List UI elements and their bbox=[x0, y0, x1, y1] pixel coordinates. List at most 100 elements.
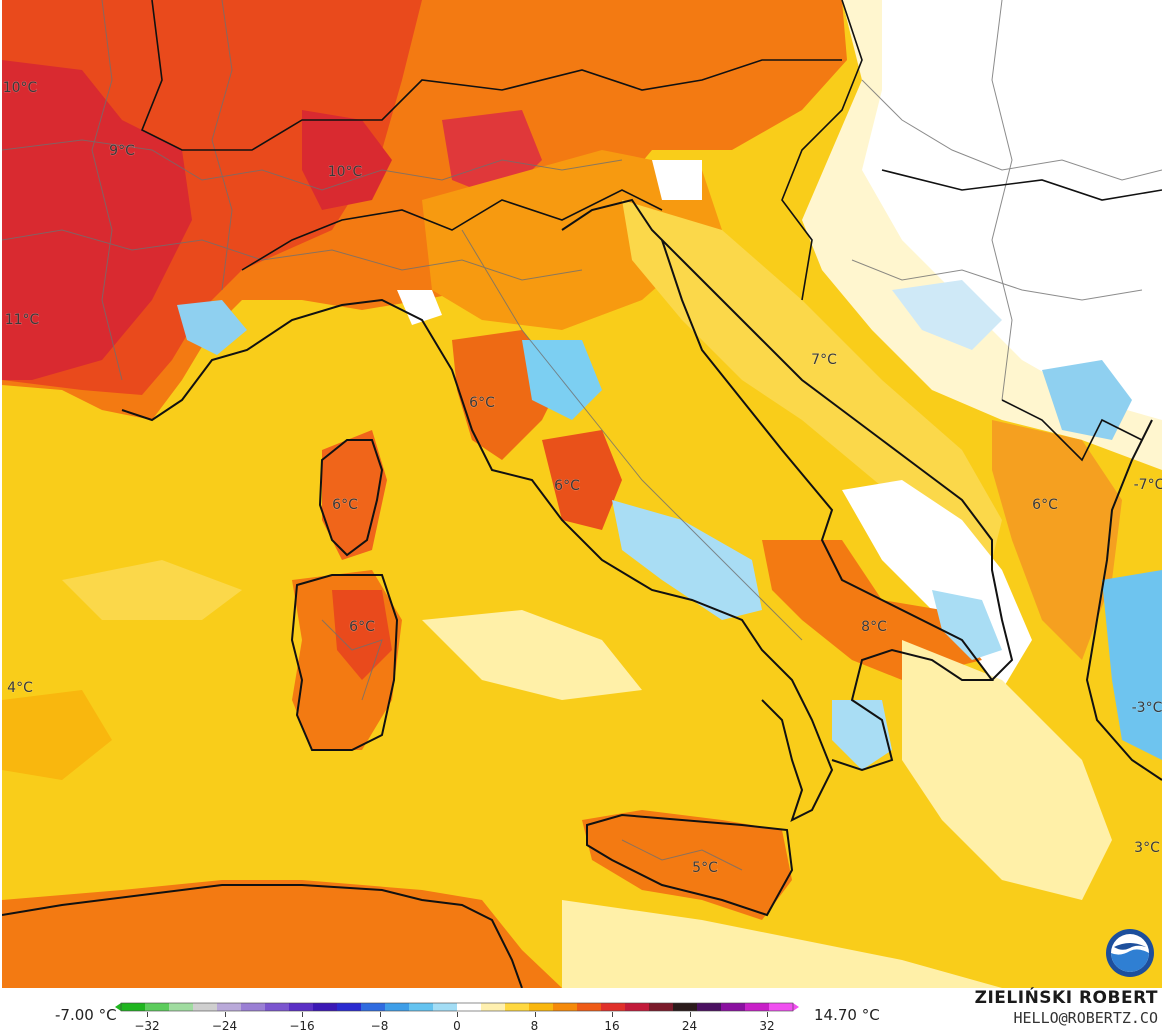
colorbar-tick-mark bbox=[224, 1012, 226, 1017]
border-alps bbox=[241, 189, 663, 271]
colorbar-swatch bbox=[769, 1003, 794, 1011]
border-line-8 bbox=[991, 0, 1013, 401]
colorbar-tick-label: 0 bbox=[453, 1019, 461, 1033]
temperature-label: 9°C bbox=[109, 143, 135, 159]
colorbar-swatch bbox=[289, 1003, 314, 1011]
temperature-label: 11°C bbox=[5, 312, 40, 328]
colorbar-swatch bbox=[385, 1003, 410, 1011]
colorbar-tick-label: −32 bbox=[134, 1019, 160, 1033]
colorbar-swatch bbox=[553, 1003, 578, 1011]
border-line-9 bbox=[321, 619, 383, 701]
colorbar-tick-label: 8 bbox=[530, 1019, 539, 1033]
sardinia-hot bbox=[332, 590, 392, 680]
temperature-label: -7°C bbox=[1134, 477, 1162, 493]
warm-zone-lazio bbox=[542, 430, 622, 530]
colorbar-swatch bbox=[601, 1003, 626, 1011]
colorbar-tick-label: 16 bbox=[604, 1019, 620, 1033]
adriatic-band bbox=[622, 200, 1002, 560]
colorbar-swatch bbox=[121, 1003, 146, 1011]
author-name: ZIELIŃSKI ROBERT bbox=[974, 988, 1158, 1008]
author-email[interactable]: HELLO@ROBERTZ.CO bbox=[1013, 1009, 1159, 1027]
border-line-7 bbox=[851, 259, 1143, 301]
temperature-label: 8°C bbox=[861, 619, 887, 635]
colorbar-swatch bbox=[145, 1003, 170, 1011]
noaa-logo bbox=[1106, 929, 1154, 977]
border-balkans bbox=[1001, 399, 1143, 462]
colorbar-tick-mark bbox=[689, 1012, 691, 1017]
colorbar-tick-label: −24 bbox=[211, 1019, 238, 1033]
border-line-3 bbox=[91, 0, 123, 381]
colorbar-swatch bbox=[529, 1003, 554, 1011]
border-austria bbox=[781, 0, 863, 301]
region-borders bbox=[2, 0, 1162, 871]
cold-patch-slovenia bbox=[652, 160, 702, 200]
temperature-map: 10°C 9°C 10°C 11°C 6°C 7°C 6°C 6°C 6°C -7°C 6°C 8°C… bbox=[2, 0, 1162, 989]
colorbar-tick-label: 32 bbox=[759, 1019, 775, 1033]
colorbar-swatch bbox=[169, 1003, 194, 1011]
colorbar-swatch bbox=[241, 1003, 266, 1011]
colorbar-tick-label: −16 bbox=[289, 1019, 315, 1033]
colorbar-tick-mark bbox=[379, 1012, 381, 1017]
colorbar-tick-mark bbox=[534, 1012, 536, 1017]
temperature-label: 3°C bbox=[1134, 840, 1160, 856]
colorbar-min-extend bbox=[115, 1003, 121, 1011]
temperature-label: 6°C bbox=[332, 497, 358, 513]
border-line-2 bbox=[2, 229, 583, 281]
colorbar-tick-mark bbox=[767, 1012, 768, 1017]
north-africa-warm bbox=[2, 880, 562, 988]
temperature-label: 6°C bbox=[1032, 497, 1058, 513]
temperature-label: 6°C bbox=[554, 478, 580, 494]
colorbar-swatch bbox=[337, 1003, 362, 1011]
colorbar-tick-mark bbox=[147, 1012, 148, 1017]
warm-zone-po-valley bbox=[422, 150, 722, 330]
colorbar-swatch bbox=[361, 1003, 386, 1011]
south-sea-pale bbox=[562, 900, 1002, 988]
colorbar-swatch bbox=[193, 1003, 218, 1011]
colorbar-swatch bbox=[217, 1003, 242, 1011]
cold-patch-hungary bbox=[892, 280, 1002, 350]
temperature-label: 6°C bbox=[469, 395, 495, 411]
colorbar-border bbox=[120, 1002, 794, 1012]
coast-sicily bbox=[586, 813, 794, 917]
coast-greece bbox=[1085, 419, 1162, 781]
colorbar-swatch bbox=[697, 1003, 722, 1011]
map-canvas: 10°C 9°C 10°C 11°C 6°C 7°C 6°C 6°C 6°C -7°C 6°C 8°C… bbox=[2, 0, 1162, 988]
colorbar-swatch bbox=[625, 1003, 650, 1011]
border-line-4 bbox=[211, 0, 233, 291]
noaa-logo-wave bbox=[1111, 949, 1149, 972]
warm-zone-albania bbox=[992, 420, 1122, 660]
colorbar-swatch bbox=[409, 1003, 434, 1011]
legend-min-label: -7.00 °C bbox=[55, 1006, 117, 1024]
colorbar-tick-label: 24 bbox=[681, 1019, 698, 1033]
noaa-logo-bird bbox=[1114, 943, 1146, 950]
legend-max-label: 14.70 °C bbox=[814, 1006, 880, 1024]
coast-corsica bbox=[318, 439, 384, 557]
ionian-pale bbox=[902, 640, 1112, 900]
colorbar bbox=[115, 1002, 799, 1012]
color-legend: -7.00 °C −32 −24 −16 −8 0 8 16 24 32 14.70 °C ZI… bbox=[0, 988, 1162, 1035]
colorbar-tick-label: −8 bbox=[370, 1019, 389, 1033]
colorbar-swatch bbox=[721, 1003, 746, 1011]
coast-italy-east bbox=[661, 239, 994, 772]
temperature-label: 10°C bbox=[328, 164, 363, 180]
colorbar-swatch bbox=[433, 1003, 458, 1011]
border-hungary bbox=[881, 169, 1162, 201]
hottest-zone-alps bbox=[302, 110, 392, 210]
colorbar-swatch bbox=[577, 1003, 602, 1011]
colorbar-swatch bbox=[457, 1003, 482, 1011]
cold-patch-serbia bbox=[1042, 360, 1132, 440]
border-line-5 bbox=[461, 229, 803, 641]
cold-patch-greece bbox=[1102, 570, 1162, 760]
colorbar-swatch bbox=[313, 1003, 338, 1011]
tyrrhenian-pale bbox=[422, 610, 642, 700]
border-line-1 bbox=[2, 139, 623, 191]
country-borders bbox=[140, 0, 1162, 462]
sea-patch-west bbox=[62, 560, 242, 620]
colorbar-tick-mark bbox=[302, 1012, 303, 1017]
temperature-label: -3°C bbox=[1132, 700, 1162, 716]
cold-patch-maritime-alps bbox=[177, 300, 247, 355]
warm-zone-apulia bbox=[762, 540, 982, 680]
border-line-6 bbox=[861, 79, 1162, 181]
temperature-label: 5°C bbox=[692, 860, 718, 876]
sea-patch-balearic bbox=[2, 690, 112, 780]
